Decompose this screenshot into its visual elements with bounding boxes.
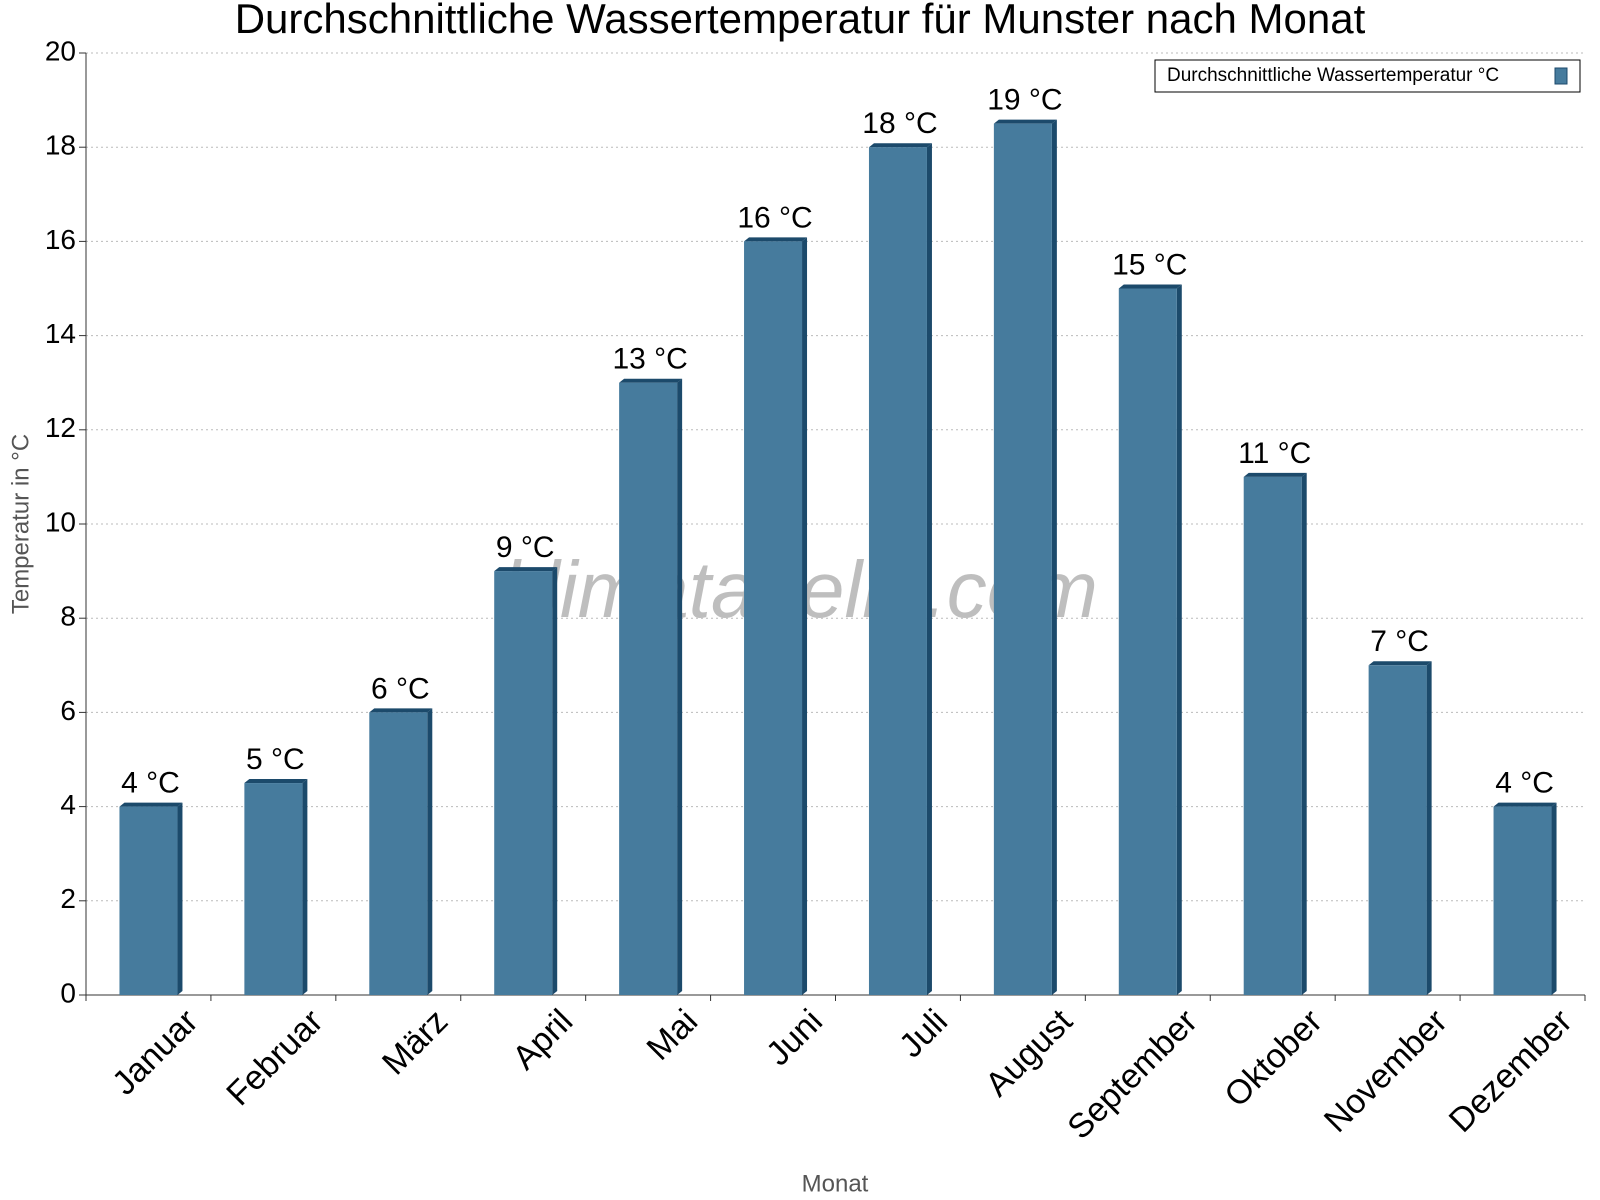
legend-box — [1154, 59, 1581, 93]
data-label: 18 °C — [862, 107, 937, 140]
y-axis-label: Temperatur in °C — [7, 434, 34, 614]
x-tick-label: Dezember — [1442, 1002, 1580, 1140]
bar — [119, 806, 178, 995]
data-label: 9 °C — [496, 531, 555, 564]
y-tick-label: 4 — [60, 789, 76, 820]
bar-top — [1243, 472, 1307, 477]
x-tick-label: Oktober — [1217, 1002, 1329, 1114]
x-tick-label: März — [375, 1002, 455, 1082]
y-tick-label: 14 — [45, 318, 76, 349]
bar-top — [619, 378, 683, 383]
y-tick-label: 20 — [45, 35, 76, 66]
x-tick-label: Februar — [219, 1002, 330, 1113]
data-label: 19 °C — [987, 84, 1062, 117]
bar-top — [1118, 284, 1182, 289]
bar — [1243, 476, 1302, 995]
bar — [868, 147, 927, 995]
y-tick-label: 2 — [60, 883, 76, 914]
bar-side — [926, 143, 932, 995]
x-tick-label: Januar — [105, 1002, 205, 1102]
chart-title: Durchschnittliche Wassertemperatur für M… — [235, 0, 1366, 42]
y-tick-label: 10 — [45, 506, 76, 537]
data-label: 4 °C — [1495, 767, 1554, 800]
data-label: 6 °C — [371, 672, 430, 705]
bar-side — [177, 802, 183, 995]
data-label: 5 °C — [246, 743, 305, 776]
y-tick-label: 0 — [60, 977, 76, 1008]
bar-side — [552, 567, 558, 995]
bar — [244, 783, 303, 995]
data-label: 7 °C — [1370, 625, 1429, 658]
bar-side — [677, 378, 683, 995]
x-tick-label: Juni — [759, 1002, 830, 1073]
bar — [369, 712, 428, 995]
bar-top — [1493, 802, 1557, 807]
data-label: 15 °C — [1112, 248, 1187, 281]
bar — [619, 382, 678, 995]
y-tick-label: 8 — [60, 601, 76, 632]
bar — [1493, 806, 1552, 995]
y-tick-label: 18 — [45, 130, 76, 161]
bar-top — [868, 143, 932, 148]
x-tick-label: Mai — [640, 1002, 706, 1068]
x-tick-label: September — [1060, 1002, 1204, 1146]
y-tick-label: 16 — [45, 224, 76, 255]
bar-side — [1551, 802, 1557, 995]
x-tick-label: April — [505, 1002, 580, 1077]
y-tick-label: 12 — [45, 412, 76, 443]
bar — [1368, 665, 1427, 995]
bar-side — [802, 237, 808, 995]
y-tick-label: 6 — [60, 695, 76, 726]
bar — [993, 123, 1052, 995]
legend-label: Durchschnittliche Wassertemperatur °C — [1167, 65, 1499, 86]
bar-top — [993, 119, 1057, 124]
data-label: 13 °C — [612, 343, 687, 376]
bar-top — [119, 802, 183, 807]
bar-side — [1176, 284, 1182, 995]
bar-top — [244, 779, 308, 784]
legend-swatch — [1554, 67, 1568, 85]
bar — [744, 241, 803, 995]
data-label: 4 °C — [121, 767, 180, 800]
bar-side — [302, 779, 308, 995]
data-label: 11 °C — [1238, 437, 1311, 470]
bar-top — [494, 567, 558, 572]
bar-side — [427, 708, 433, 995]
bar — [494, 571, 553, 995]
bar-side — [1051, 119, 1057, 995]
data-label: 16 °C — [737, 201, 812, 234]
bar-side — [1301, 472, 1307, 995]
bar-top — [1368, 661, 1432, 666]
x-tick-label: Juli — [892, 1002, 955, 1065]
x-tick-label: November — [1317, 1002, 1455, 1140]
x-axis-label: Monat — [802, 1170, 869, 1197]
bar-side — [1426, 661, 1432, 995]
x-tick-label: August — [978, 1002, 1080, 1104]
bar-top — [369, 708, 433, 713]
bar-top — [744, 237, 808, 242]
bar — [1118, 288, 1177, 995]
